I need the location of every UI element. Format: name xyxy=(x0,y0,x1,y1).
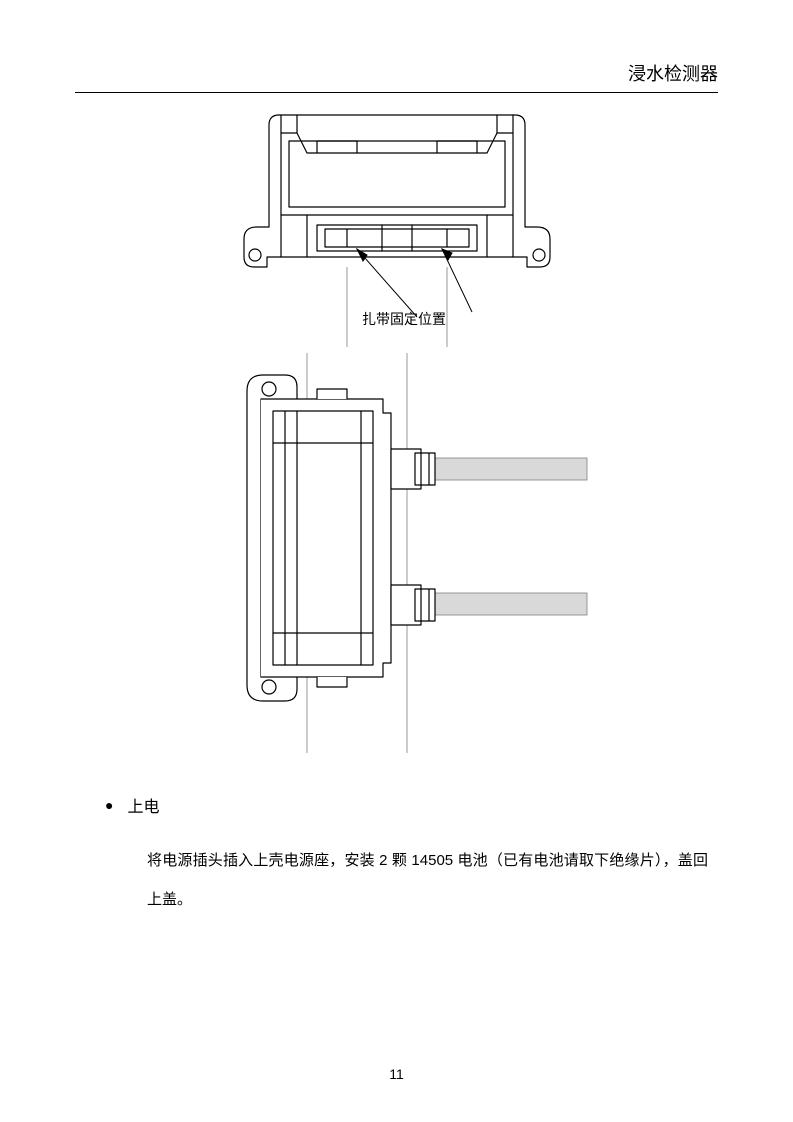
section-body: 将电源插头插入上壳电源座，安装 2 颗 14505 电池（已有电池请取下绝缘片）… xyxy=(105,841,708,919)
header-title: 浸水检测器 xyxy=(628,64,718,84)
page-number: 11 xyxy=(0,1066,793,1082)
figure-2 xyxy=(75,353,718,753)
section-title: 上电 xyxy=(127,793,159,817)
page-header: 浸水检测器 xyxy=(75,60,718,93)
section-content: ● 上电 将电源插头插入上壳电源座，安装 2 颗 14505 电池（已有电池请取… xyxy=(75,793,718,919)
section-heading: ● 上电 xyxy=(105,793,708,817)
bullet-icon: ● xyxy=(105,797,113,813)
figure-1: 扎带固定位置 xyxy=(75,107,718,347)
callout-tie-position: 扎带固定位置 xyxy=(362,309,446,329)
diagram-side-view xyxy=(177,353,617,753)
